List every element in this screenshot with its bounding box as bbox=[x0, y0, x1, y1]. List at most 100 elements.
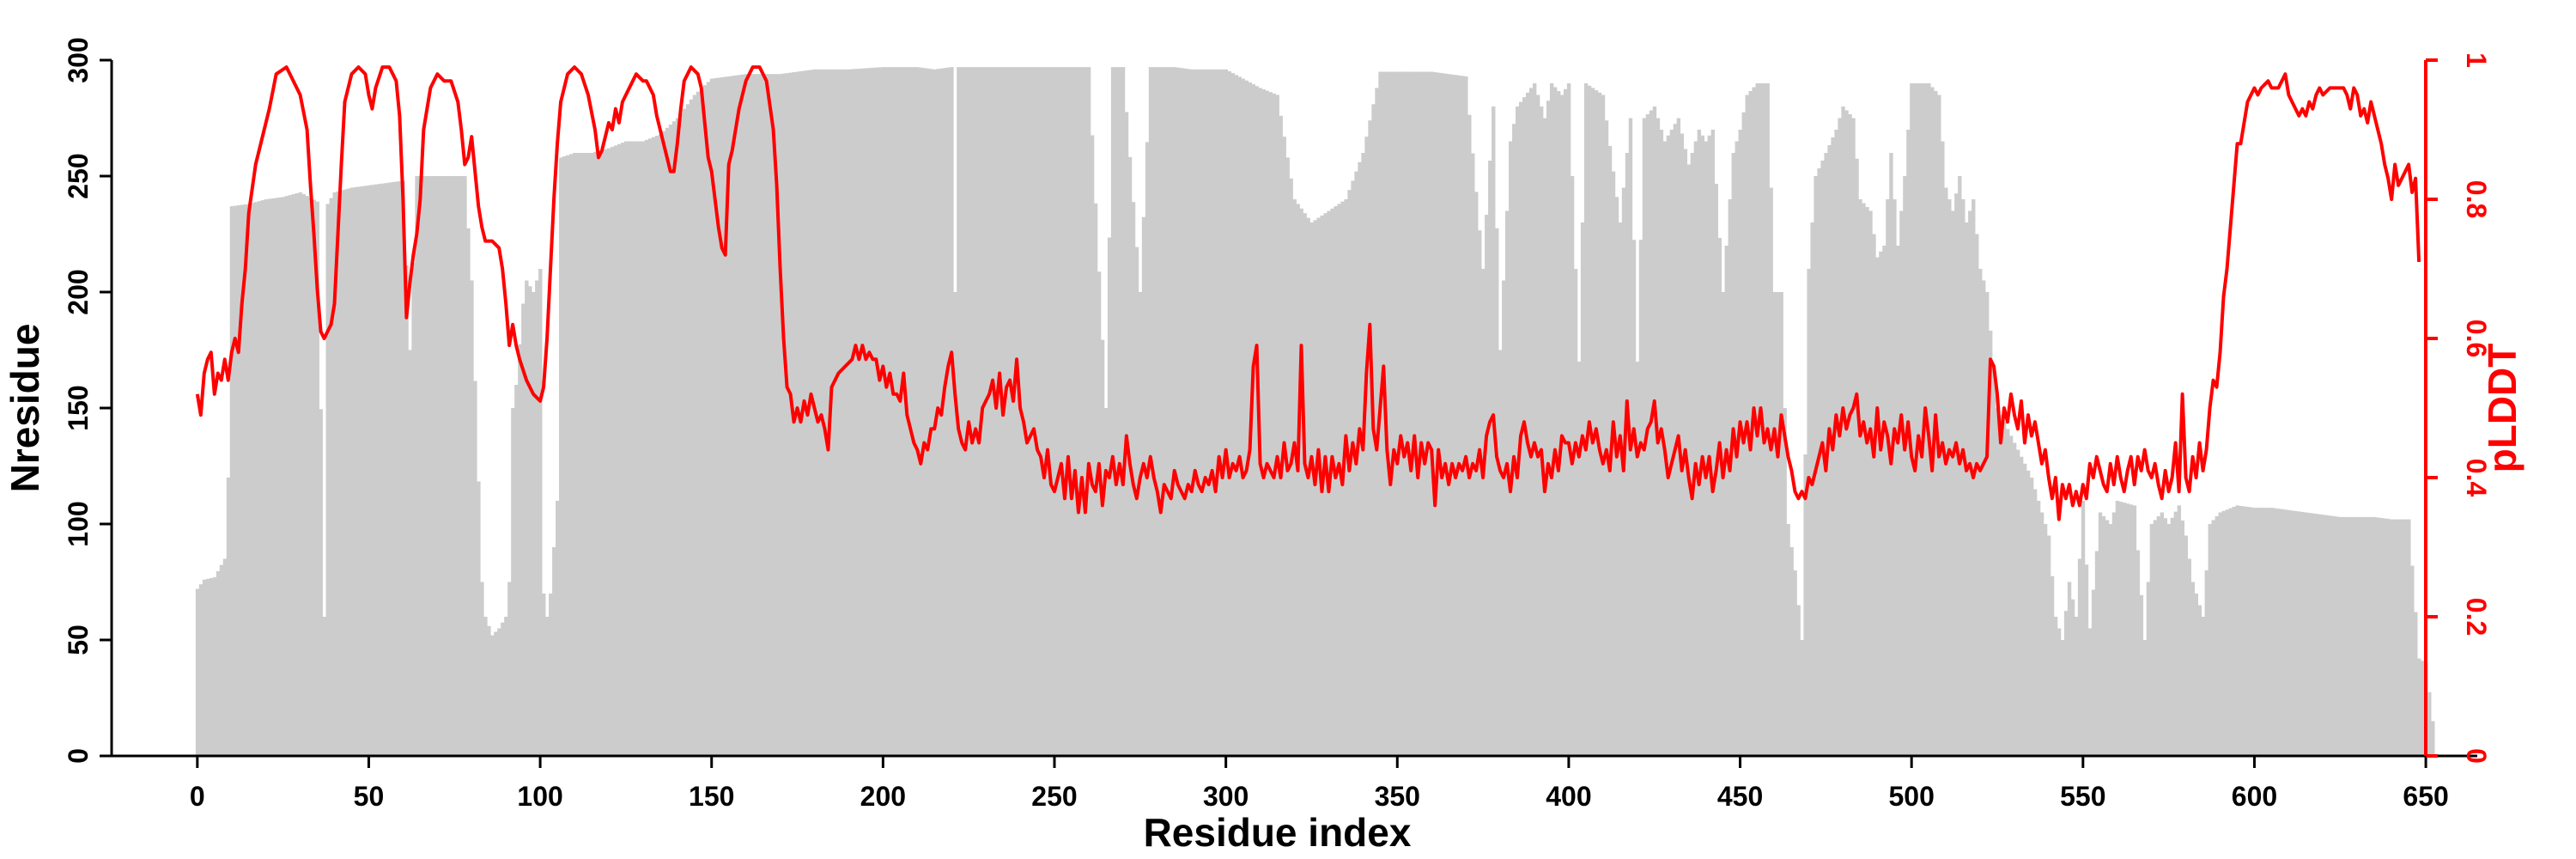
x-tick-label: 550 bbox=[2060, 781, 2105, 812]
bar bbox=[2132, 505, 2137, 756]
bar bbox=[1316, 217, 1321, 757]
bar bbox=[950, 67, 954, 757]
x-tick-label: 150 bbox=[689, 781, 734, 812]
bar bbox=[2304, 512, 2308, 756]
bar bbox=[2118, 502, 2123, 756]
bar bbox=[1368, 120, 1372, 756]
bar bbox=[960, 67, 964, 757]
bar bbox=[1056, 67, 1060, 757]
y-left-tick-label: 300 bbox=[63, 37, 94, 82]
bar bbox=[466, 228, 471, 756]
y-left-tick-label: 0 bbox=[63, 748, 94, 764]
bar bbox=[1652, 107, 1657, 756]
bar bbox=[1155, 67, 1160, 757]
bar bbox=[2149, 524, 2154, 756]
bar bbox=[1855, 158, 1859, 756]
y-right-tick-label: 0 bbox=[2461, 748, 2492, 764]
bar bbox=[627, 141, 632, 756]
bar bbox=[651, 137, 656, 756]
bar bbox=[802, 70, 806, 757]
bar bbox=[1704, 141, 1709, 756]
bar bbox=[2318, 514, 2322, 756]
bar bbox=[665, 127, 670, 757]
bar bbox=[1406, 71, 1410, 756]
bar bbox=[2407, 519, 2411, 756]
bar bbox=[449, 176, 453, 756]
bar bbox=[2273, 508, 2277, 756]
bar bbox=[2338, 516, 2342, 756]
bar bbox=[747, 74, 752, 756]
bar bbox=[528, 286, 532, 756]
bar bbox=[1776, 292, 1780, 756]
bar bbox=[2015, 449, 2020, 756]
bar bbox=[1844, 110, 1849, 756]
bar bbox=[671, 121, 677, 756]
bar bbox=[678, 113, 683, 757]
bar bbox=[2006, 429, 2010, 756]
bar bbox=[435, 176, 440, 756]
bar bbox=[1583, 83, 1589, 756]
bar bbox=[1471, 153, 1475, 757]
bar bbox=[250, 203, 255, 756]
bar bbox=[2019, 456, 2024, 756]
bar bbox=[1604, 120, 1609, 756]
bar bbox=[2043, 524, 2048, 756]
bar bbox=[2324, 515, 2329, 756]
bar bbox=[888, 67, 892, 757]
bar bbox=[1292, 199, 1297, 756]
bar bbox=[270, 198, 276, 757]
bar bbox=[1012, 67, 1016, 757]
bar bbox=[1224, 69, 1229, 757]
bar bbox=[1117, 67, 1122, 757]
bar bbox=[1989, 331, 1993, 756]
bar bbox=[994, 67, 999, 757]
bar bbox=[2101, 516, 2106, 756]
bar bbox=[1896, 246, 1900, 756]
bar bbox=[559, 157, 563, 756]
bar bbox=[2431, 721, 2435, 756]
bar bbox=[833, 69, 837, 757]
bar bbox=[2263, 508, 2267, 756]
bar bbox=[2215, 516, 2219, 756]
bar bbox=[1535, 94, 1540, 756]
bar bbox=[1375, 88, 1379, 756]
bar bbox=[1005, 67, 1009, 757]
bar bbox=[2225, 509, 2229, 756]
bar bbox=[387, 182, 392, 756]
bar bbox=[1361, 153, 1365, 756]
bar bbox=[2111, 512, 2117, 756]
bar bbox=[867, 68, 872, 757]
bar bbox=[1680, 133, 1685, 756]
bar bbox=[1906, 130, 1911, 756]
bar bbox=[2280, 509, 2284, 756]
bar bbox=[1255, 86, 1259, 757]
bar bbox=[1559, 94, 1564, 756]
bar bbox=[2421, 661, 2425, 756]
bar bbox=[898, 67, 902, 757]
bar bbox=[864, 68, 868, 756]
bar bbox=[860, 68, 865, 757]
bar bbox=[1910, 83, 1914, 756]
bar bbox=[2194, 594, 2198, 756]
bar bbox=[1443, 73, 1448, 756]
bar bbox=[788, 72, 793, 756]
bar bbox=[1765, 83, 1770, 756]
bar bbox=[1992, 369, 1996, 756]
bar bbox=[1570, 176, 1575, 756]
bar bbox=[1358, 161, 1362, 757]
bar bbox=[2139, 594, 2144, 756]
bar bbox=[1573, 269, 1578, 756]
bar bbox=[425, 176, 429, 756]
bar bbox=[1186, 69, 1191, 756]
bar bbox=[1999, 415, 2003, 756]
plddt-line bbox=[195, 65, 2421, 521]
bar bbox=[1049, 67, 1054, 757]
bar bbox=[641, 141, 646, 756]
bar bbox=[1416, 71, 1420, 756]
bar bbox=[2087, 628, 2093, 756]
bar bbox=[2379, 517, 2384, 756]
bar bbox=[1611, 171, 1616, 757]
bar bbox=[881, 67, 885, 757]
bar bbox=[874, 67, 878, 756]
bar bbox=[295, 192, 299, 757]
